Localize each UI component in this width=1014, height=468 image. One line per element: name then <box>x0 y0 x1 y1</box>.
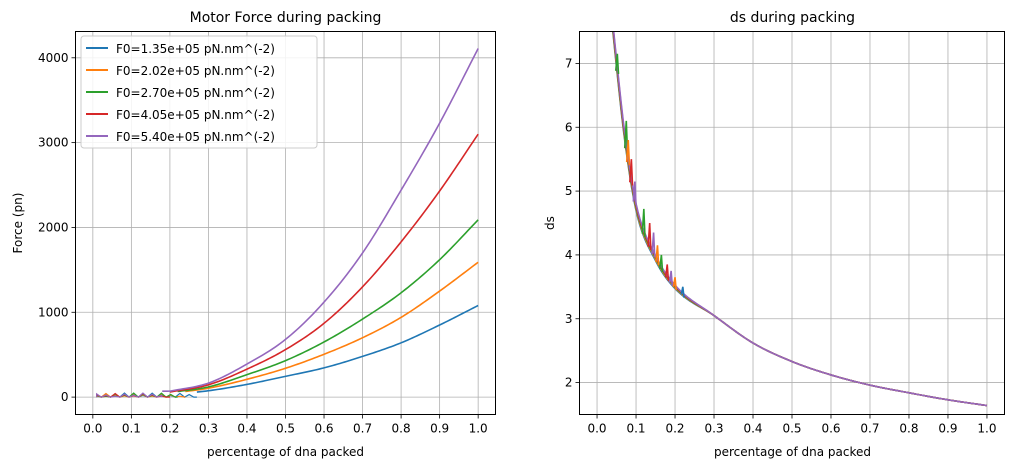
legend-label-4: F0=5.40e+05 pN.nm^(-2) <box>116 130 275 144</box>
x-tick-label: 1.0 <box>469 422 488 436</box>
series-line-0 <box>196 304 479 393</box>
legend-label-3: F0=4.05e+05 pN.nm^(-2) <box>116 108 275 122</box>
chart-ds: ds during packing percentage of dna pack… <box>543 10 1005 459</box>
series-line-1 <box>612 31 988 407</box>
spike-4 <box>632 181 637 205</box>
y-tick-label: 0 <box>61 390 69 404</box>
ticks: 0.0 0.1 0.2 0.3 0.4 0.5 0.6 0.7 0.8 0.9 1.0 2 3 4 5 6 7 <box>565 56 997 435</box>
ticks: 0.0 0.1 0.2 0.3 0.4 0.5 0.6 0.7 0.8 0.9 1.0 0 1000 20… <box>38 51 488 436</box>
x-tick-label: 0.7 <box>860 422 879 436</box>
y-tick-label: 7 <box>565 56 573 70</box>
x-tick-label: 0.8 <box>392 422 411 436</box>
x-tick-label: 0.9 <box>938 422 957 436</box>
spike-8 <box>655 245 660 266</box>
y-tick-label: 3000 <box>38 136 69 150</box>
x-tick-label: 0.5 <box>782 422 801 436</box>
spike-1 <box>623 120 629 152</box>
x-tick-label: 0.6 <box>821 422 840 436</box>
chart-force: Motor Force during packing percentage of… <box>11 10 496 459</box>
x-tick-label: 0.7 <box>353 422 372 436</box>
legend-label-1: F0=2.02e+05 pN.nm^(-2) <box>116 64 275 78</box>
legend-label-0: F0=1.35e+05 pN.nm^(-2) <box>116 42 275 56</box>
x-tick-label: 0.3 <box>704 422 723 436</box>
spike-12 <box>672 277 677 291</box>
axes-frame <box>579 31 1005 415</box>
y-tick-label: 1000 <box>38 305 69 319</box>
spike-3 <box>629 159 634 186</box>
chart-title: Motor Force during packing <box>190 10 382 26</box>
legend-box <box>80 35 318 149</box>
x-tick-label: 0.4 <box>743 422 762 436</box>
x-tick-label: 0.9 <box>430 422 449 436</box>
axes-frame <box>75 31 496 415</box>
x-tick-label: 0.3 <box>199 422 218 436</box>
spike-7 <box>651 232 656 258</box>
grid <box>579 31 1005 415</box>
chart-title: ds during packing <box>730 10 855 26</box>
spike-13 <box>680 286 685 298</box>
y-tick-label: 5 <box>565 184 573 198</box>
series-noise-4 <box>96 392 163 398</box>
x-tick-label: 0.8 <box>899 422 918 436</box>
series-line-4 <box>162 48 479 392</box>
x-axis-label: percentage of dna packed <box>207 445 364 459</box>
y-tick-label: 2 <box>565 376 573 390</box>
spike-11 <box>668 270 674 286</box>
x-tick-label: 0.0 <box>587 422 606 436</box>
y-tick-label: 6 <box>565 120 573 134</box>
spike-0 <box>614 53 620 75</box>
y-axis-label: Force (pn) <box>11 193 25 254</box>
legend: F0=1.35e+05 pN.nm^(-2) F0=2.02e+05 pN.nm… <box>80 35 318 149</box>
spike-6 <box>647 222 652 250</box>
spike-5 <box>641 208 646 237</box>
x-tick-label: 1.0 <box>977 422 996 436</box>
x-tick-label: 0.2 <box>665 422 684 436</box>
y-axis-label: ds <box>543 216 557 230</box>
series-line-2 <box>177 219 479 393</box>
legend-label-2: F0=2.70e+05 pN.nm^(-2) <box>116 86 275 100</box>
series-line-0 <box>612 31 988 407</box>
y-tick-label: 2000 <box>38 220 69 234</box>
x-tick-label: 0.4 <box>237 422 256 436</box>
spike-10 <box>664 264 670 281</box>
series-layer <box>96 48 479 398</box>
y-tick-label: 4000 <box>38 51 69 65</box>
x-tick-label: 0.1 <box>122 422 141 436</box>
y-tick-label: 3 <box>565 312 573 326</box>
spike-9 <box>659 254 664 273</box>
spike-2 <box>625 139 631 166</box>
series-line-2 <box>612 31 988 407</box>
y-tick-label: 4 <box>565 248 573 262</box>
x-tick-label: 0.1 <box>626 422 645 436</box>
x-tick-label: 0.6 <box>314 422 333 436</box>
series-line-1 <box>185 261 479 393</box>
series-line-3 <box>612 31 988 407</box>
series-line-3 <box>169 133 479 393</box>
series-layer <box>612 31 988 407</box>
x-tick-label: 0.0 <box>83 422 102 436</box>
x-tick-label: 0.5 <box>276 422 295 436</box>
series-line-4 <box>612 31 988 407</box>
x-axis-label: percentage of dna packed <box>714 445 871 459</box>
x-tick-label: 0.2 <box>160 422 179 436</box>
